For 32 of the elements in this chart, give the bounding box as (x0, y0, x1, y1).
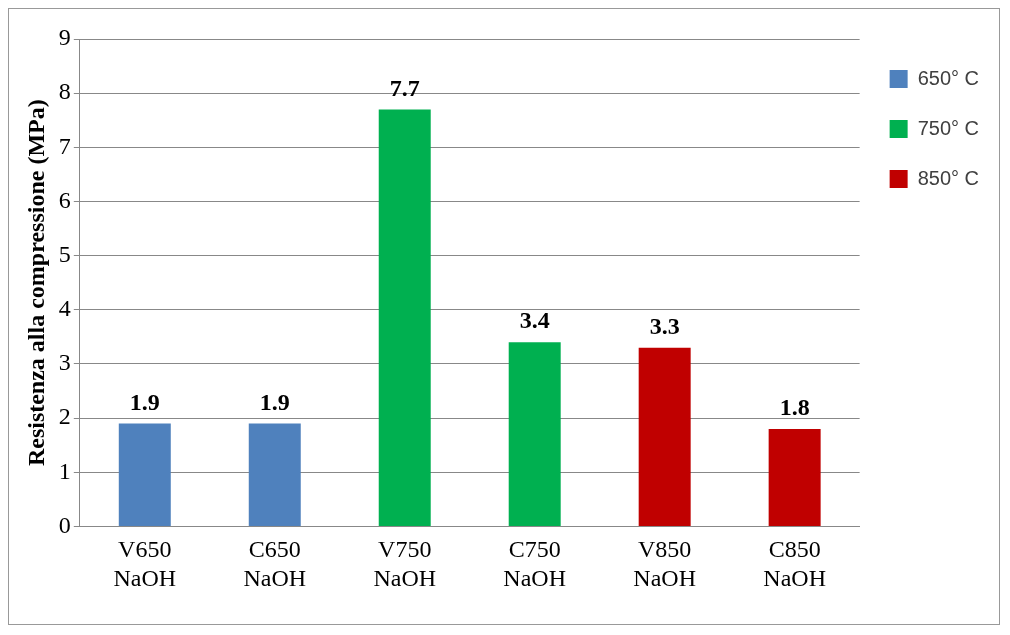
x-tick-label: C850 NaOH (763, 536, 826, 591)
y-tick-label: 3 (58, 349, 71, 376)
legend-label: 650° C (917, 66, 980, 89)
y-tick-label: 0 (58, 511, 71, 538)
y-tick-label: 4 (58, 295, 71, 322)
bar (508, 342, 561, 526)
data-label: 1.8 (779, 394, 810, 421)
data-label: 3.4 (519, 307, 550, 334)
bar (378, 109, 431, 526)
y-tick-label: 9 (58, 24, 71, 51)
x-tick-label: V650 NaOH (113, 536, 177, 591)
y-tick-label: 1 (58, 457, 71, 484)
y-tick-label: 6 (58, 186, 71, 213)
bar (118, 423, 171, 526)
data-label: 7.7 (389, 74, 420, 101)
legend-label: 750° C (917, 116, 980, 139)
data-label: 3.3 (649, 312, 680, 339)
bar (248, 423, 301, 526)
bar (638, 347, 691, 526)
data-label: 1.9 (259, 388, 290, 415)
y-tick-label: 8 (58, 78, 71, 105)
y-tick-label: 7 (58, 132, 71, 159)
x-tick-label: V850 NaOH (633, 536, 696, 591)
x-tick-label: C750 NaOH (503, 536, 567, 591)
x-tick-label: C650 NaOH (243, 536, 307, 591)
y-tick-label: 2 (58, 403, 71, 430)
y-axis-title: Resistenza alla compressione (MPa) (22, 99, 49, 467)
x-tick-label: V750 NaOH (373, 536, 437, 591)
legend-label: 850° C (917, 166, 980, 189)
y-tick-label: 5 (58, 240, 71, 267)
bar (768, 428, 821, 526)
data-label: 1.9 (129, 388, 160, 415)
